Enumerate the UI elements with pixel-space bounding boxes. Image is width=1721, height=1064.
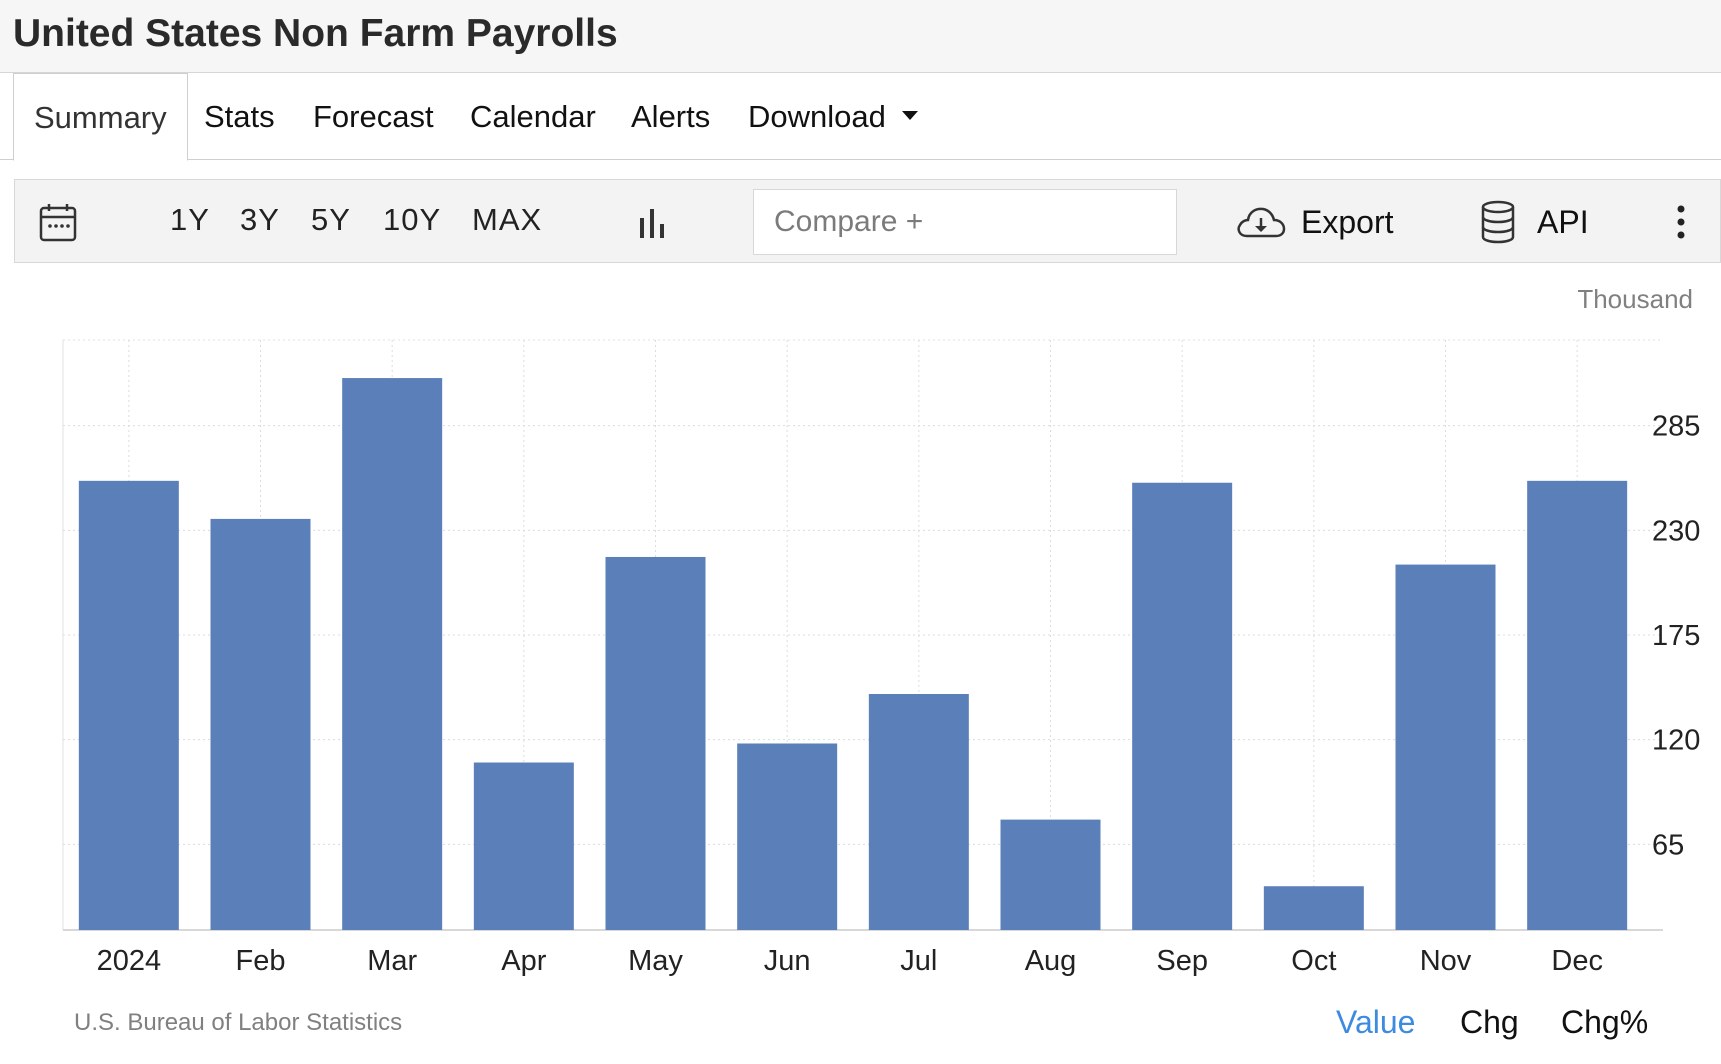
y-tick-label: 65	[1652, 829, 1684, 861]
compare-input[interactable]	[753, 189, 1177, 255]
tab-summary[interactable]: Summary	[13, 73, 188, 161]
export-label: Export	[1301, 204, 1394, 240]
view-chg-button[interactable]: Chg	[1460, 1004, 1519, 1040]
y-tick-label: 285	[1652, 411, 1700, 443]
range-1y-button[interactable]: 1Y	[170, 202, 210, 237]
tab-download-label: Download	[748, 99, 886, 134]
tab-download[interactable]: Download	[748, 73, 918, 160]
y-tick-label: 175	[1652, 620, 1700, 652]
chart-toolbar: 1Y 3Y 5Y 10Y MAX Export API	[14, 179, 1721, 263]
tab-bar: Summary Stats Forecast Calendar Alerts D…	[0, 73, 1721, 161]
range-10y-button[interactable]: 10Y	[383, 202, 442, 237]
view-chg-percent-button[interactable]: Chg%	[1561, 1004, 1649, 1040]
x-tick-label: Apr	[501, 945, 546, 977]
page-title: United States Non Farm Payrolls	[13, 12, 618, 55]
x-tick-label: Dec	[1551, 945, 1603, 977]
x-tick-label: Oct	[1291, 945, 1336, 977]
bar	[473, 762, 574, 930]
vertical-ellipsis-icon[interactable]	[1676, 204, 1686, 245]
tab-calendar[interactable]: Calendar	[470, 99, 596, 134]
tab-alerts[interactable]: Alerts	[631, 99, 711, 134]
bar	[1527, 480, 1628, 930]
bar	[342, 378, 443, 930]
view-value-button[interactable]: Value	[1336, 1004, 1416, 1040]
tab-forecast[interactable]: Forecast	[313, 99, 434, 134]
calendar-icon[interactable]	[39, 202, 77, 247]
x-axis-ticks: 2024 Feb Mar Apr May Jun Jul Aug Sep Oct Nov Dec	[97, 945, 1603, 977]
api-label: API	[1537, 204, 1589, 240]
bar	[210, 518, 311, 930]
tab-stats[interactable]: Stats	[204, 99, 275, 134]
bar	[78, 480, 179, 930]
bar-chart: 65 120 175 230 285 2024 Feb Mar Apr May Jun Jul Aug…	[62, 339, 1700, 977]
range-3y-button[interactable]: 3Y	[240, 202, 280, 237]
bar	[737, 743, 838, 930]
x-tick-label: Mar	[367, 945, 417, 977]
x-tick-label: Aug	[1025, 945, 1077, 977]
x-tick-label: 2024	[97, 945, 162, 977]
bar	[1395, 564, 1496, 930]
x-tick-label: Sep	[1156, 945, 1208, 977]
x-tick-label: Jul	[900, 945, 937, 977]
bar	[868, 694, 969, 930]
bar	[605, 556, 706, 930]
database-icon	[1481, 200, 1515, 244]
y-tick-label: 230	[1652, 515, 1700, 547]
unit-label: Thousand	[1577, 284, 1693, 314]
caret-down-icon	[901, 111, 918, 121]
x-tick-label: Nov	[1420, 945, 1472, 977]
bar	[1132, 482, 1233, 930]
range-max-button[interactable]: MAX	[472, 202, 543, 237]
y-tick-label: 120	[1652, 725, 1700, 757]
chart-bars	[78, 378, 1628, 930]
title-bar: United States Non Farm Payrolls	[0, 0, 1721, 73]
bar-chart-icon[interactable]	[637, 206, 671, 245]
x-tick-label: Jun	[764, 945, 811, 977]
bar	[1263, 886, 1364, 930]
y-axis-ticks: 65 120 175 230 285	[1652, 411, 1700, 862]
range-5y-button[interactable]: 5Y	[311, 202, 351, 237]
cloud-download-icon	[1237, 207, 1286, 238]
x-tick-label: May	[628, 945, 683, 977]
bar	[1000, 819, 1101, 930]
source-label: U.S. Bureau of Labor Statistics	[74, 1009, 403, 1036]
x-tick-label: Feb	[236, 945, 286, 977]
